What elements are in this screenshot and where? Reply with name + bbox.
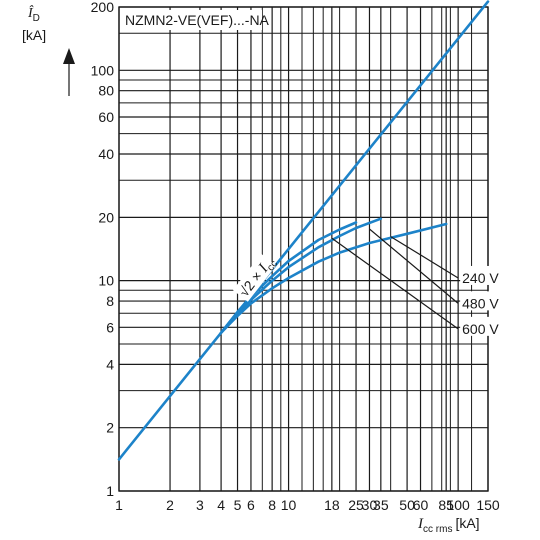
- x-tick-label: 2: [166, 497, 174, 513]
- reference-label-background: [232, 253, 277, 302]
- x-axis-label: Icc rms [kA]: [417, 515, 480, 535]
- annotation-label-background-2: [460, 291, 503, 311]
- y-axis-symbol: Î: [27, 4, 34, 21]
- annotation-leader-1: [390, 236, 459, 279]
- series-line-480-v: [219, 217, 383, 334]
- x-tick-label: 8: [268, 497, 276, 513]
- x-tick-label: 85: [438, 497, 454, 513]
- annotation-leader-2: [369, 228, 459, 304]
- series-line-600-v: [219, 221, 358, 334]
- x-tick-label: 50: [399, 497, 415, 513]
- series-line-reference: [117, 0, 490, 461]
- y-tick-label: 60: [98, 109, 114, 125]
- y-axis-label: ÎD [kA]: [22, 4, 75, 96]
- x-tick-label: 1: [115, 497, 123, 513]
- svg-text:ÎD: ÎD: [27, 4, 40, 24]
- y-tick-label: 40: [98, 146, 114, 162]
- x-tick-label: 30: [362, 497, 378, 513]
- series-line-240-v: [219, 222, 448, 334]
- y-axis-subscript: D: [33, 13, 40, 24]
- y-tick-label: 4: [106, 356, 114, 372]
- x-axis-unit: [kA]: [455, 515, 479, 531]
- annotation-label-background-1: [460, 265, 503, 285]
- y-tick-label: 20: [98, 209, 114, 225]
- x-axis-symbol: I: [417, 516, 424, 532]
- x-tick-label: 35: [373, 497, 389, 513]
- y-tick-label: 200: [91, 0, 115, 15]
- curves: √2 × Icc: [117, 0, 490, 461]
- x-tick-label: 150: [476, 497, 500, 513]
- y-axis-arrow-icon: [63, 48, 75, 64]
- x-tick-label: 25: [348, 497, 364, 513]
- y-tick-label: 6: [106, 319, 114, 335]
- x-tick-label: 6: [247, 497, 255, 513]
- y-tick-label: 10: [98, 273, 114, 289]
- y-axis-unit: [kA]: [22, 27, 46, 43]
- annotation-label-background-3: [460, 316, 503, 336]
- y-tick-label: 100: [91, 62, 115, 78]
- annotation-label-2: 480 V: [462, 295, 499, 311]
- x-tick-label: 10: [281, 497, 297, 513]
- annotations: 240 V 480 V 600 V: [331, 228, 503, 337]
- y-tick-label: 1: [106, 483, 114, 499]
- grid: [118, 6, 489, 492]
- x-axis-subscript: cc rms: [423, 524, 452, 535]
- annotation-label-1: 240 V: [462, 270, 499, 286]
- plot-frame: [118, 6, 489, 492]
- annotation-label-3: 600 V: [462, 321, 499, 337]
- y-tick-label: 8: [106, 293, 114, 309]
- x-tick-label: 3: [196, 497, 204, 513]
- x-tick-label: 5: [234, 497, 242, 513]
- annotation-leader-3: [331, 237, 459, 330]
- chart-title-background: [122, 10, 262, 30]
- chart-title: NZMN2-VE(VEF)...-NA: [125, 12, 270, 28]
- x-tick-label: 60: [413, 497, 429, 513]
- y-tick-label: 80: [98, 83, 114, 99]
- y-tick-label: 2: [106, 420, 114, 436]
- svg-text:Icc rms[kA]: Icc rms [kA]: [417, 515, 480, 535]
- x-tick-label: 4: [217, 497, 225, 513]
- x-tick-label: 100: [446, 497, 470, 513]
- x-tick-label: 18: [324, 497, 340, 513]
